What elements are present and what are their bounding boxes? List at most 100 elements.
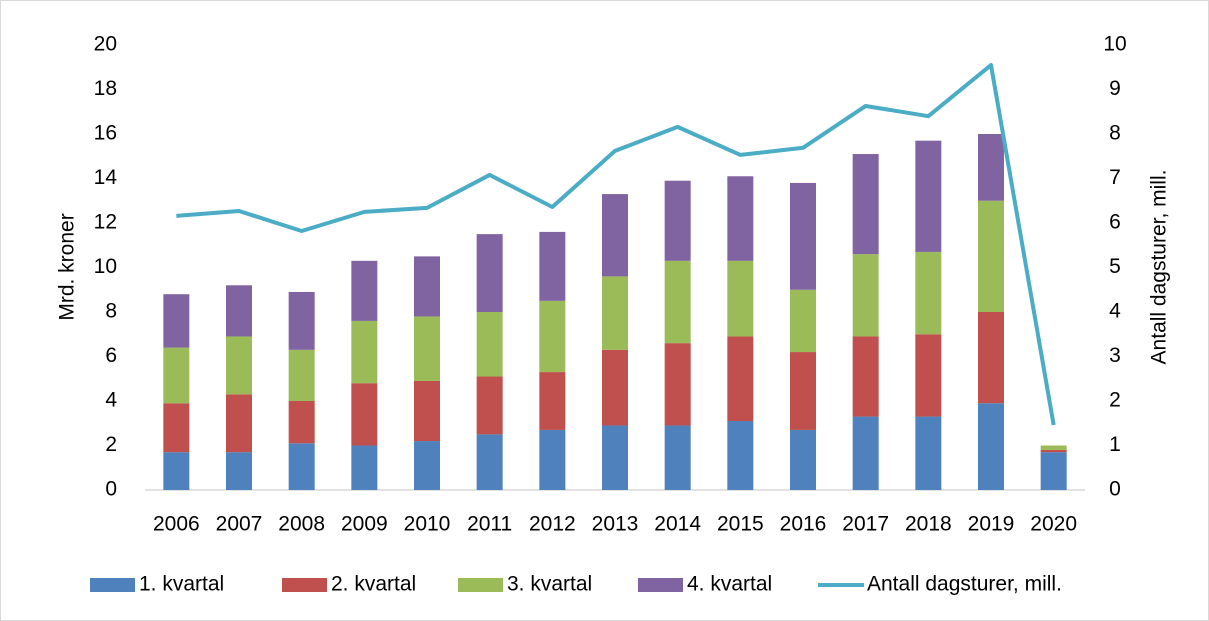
x-tick-label: 2014 [654, 513, 701, 536]
y2-tick-label: 10 [1103, 33, 1126, 56]
bar-segment [790, 352, 816, 430]
y2-tick-label: 9 [1109, 77, 1121, 100]
y2-axis-title: Antall dagsturer, mill. [1148, 170, 1171, 365]
legend-label: 4. kvartal [687, 573, 772, 596]
bar-segment [163, 294, 190, 348]
bar-segment [539, 300, 566, 373]
legend-swatch [638, 578, 683, 592]
y-tick-label: 20 [94, 33, 117, 56]
bar-segment [978, 312, 1004, 404]
x-tick-label: 2007 [216, 513, 263, 536]
y2-tick-label: 1 [1109, 433, 1121, 456]
bar-segment [539, 231, 566, 301]
line [176, 63, 1056, 426]
legend-label: 1. kvartal [139, 573, 224, 596]
x-tick-label: 2011 [467, 513, 512, 536]
x-tick-label: 2009 [341, 513, 388, 536]
y-tick-label: 8 [105, 300, 117, 323]
bar-segment [790, 429, 816, 490]
bar-segment [727, 336, 754, 422]
y-tick-label: 2 [105, 433, 117, 456]
bar-segment [978, 200, 1004, 312]
bar-segment [414, 380, 440, 442]
bar-segment [163, 403, 190, 453]
bar-segment [852, 416, 879, 490]
bar-segment [602, 276, 628, 350]
bar-segment [852, 154, 879, 255]
y-tick-label: 6 [105, 344, 117, 367]
bar-segment [476, 312, 503, 377]
y2-tick-label: 4 [1109, 300, 1121, 323]
bar-segment [1040, 445, 1067, 450]
y2-tick-label: 5 [1109, 255, 1121, 278]
x-tick-label: 2018 [905, 513, 952, 536]
x-tick-label: 2015 [717, 513, 764, 536]
bar-segment [790, 182, 816, 290]
x-tick-label: 2012 [529, 513, 576, 536]
bar-segment [163, 452, 190, 490]
legend-swatch [90, 578, 135, 592]
bar-segment [978, 403, 1004, 490]
bar-segment [852, 336, 879, 417]
legend-label: 2. kvartal [331, 573, 416, 596]
y2-tick-label: 8 [1109, 122, 1121, 145]
bar-segment [351, 260, 378, 321]
bar-segment [539, 429, 566, 490]
legend-label: 3. kvartal [507, 573, 592, 596]
bar-segment [414, 256, 440, 317]
bar-segment [476, 434, 503, 490]
x-tick-label: 2016 [780, 513, 827, 536]
y2-tick-label: 6 [1109, 211, 1121, 234]
bar-segment [915, 251, 942, 335]
bar-segment [664, 425, 691, 490]
y-tick-label: 10 [94, 255, 117, 278]
x-tick-label: 2020 [1030, 513, 1077, 536]
bar-segment [226, 285, 252, 337]
y2-tick-label: 2 [1109, 389, 1121, 412]
bar-segment [664, 260, 691, 344]
legend-label: Antall dagsturer, mill. [867, 573, 1062, 596]
y-tick-label: 4 [105, 389, 117, 412]
legend-swatch [282, 578, 327, 592]
bar-segment [915, 140, 942, 252]
x-tick-label: 2013 [592, 513, 639, 536]
y-tick-label: 18 [94, 77, 117, 100]
bar-segment [602, 349, 628, 426]
y-tick-label: 12 [94, 211, 117, 234]
x-tick-label: 2010 [404, 513, 451, 536]
y2-tick-label: 7 [1109, 166, 1121, 189]
bar-segment [226, 336, 252, 395]
y-tick-label: 14 [94, 166, 118, 189]
bar-segment [602, 194, 628, 277]
bar-segment [978, 134, 1004, 201]
bar-segment [163, 347, 190, 404]
bar-segment [664, 180, 691, 261]
bar-segment [351, 320, 378, 384]
bar-segment [476, 376, 503, 435]
y-tick-label: 16 [94, 122, 117, 145]
x-tick-label: 2017 [842, 513, 889, 536]
bar-segment [288, 349, 315, 401]
bar-segment [790, 289, 816, 353]
bar-segment [664, 343, 691, 426]
y2-tick-label: 0 [1109, 478, 1121, 501]
x-tick-label: 2006 [153, 513, 200, 536]
x-tick-label: 2008 [278, 513, 325, 536]
bar-segment [226, 394, 252, 453]
bar-segment [414, 441, 440, 490]
bar-segment [727, 176, 754, 261]
legend-swatch [458, 578, 503, 592]
bar-segment [476, 234, 503, 312]
bar-segment [1040, 449, 1067, 453]
bar-segment [226, 452, 252, 490]
y-axis-title: Mrd. kroner [56, 213, 79, 320]
bar-segment [727, 421, 754, 490]
bar-segment [539, 372, 566, 430]
bar-segment [727, 260, 754, 337]
bar-segment [915, 334, 942, 417]
bar-segment [351, 383, 378, 446]
bar-segment [288, 291, 315, 350]
bar-segment [414, 316, 440, 381]
